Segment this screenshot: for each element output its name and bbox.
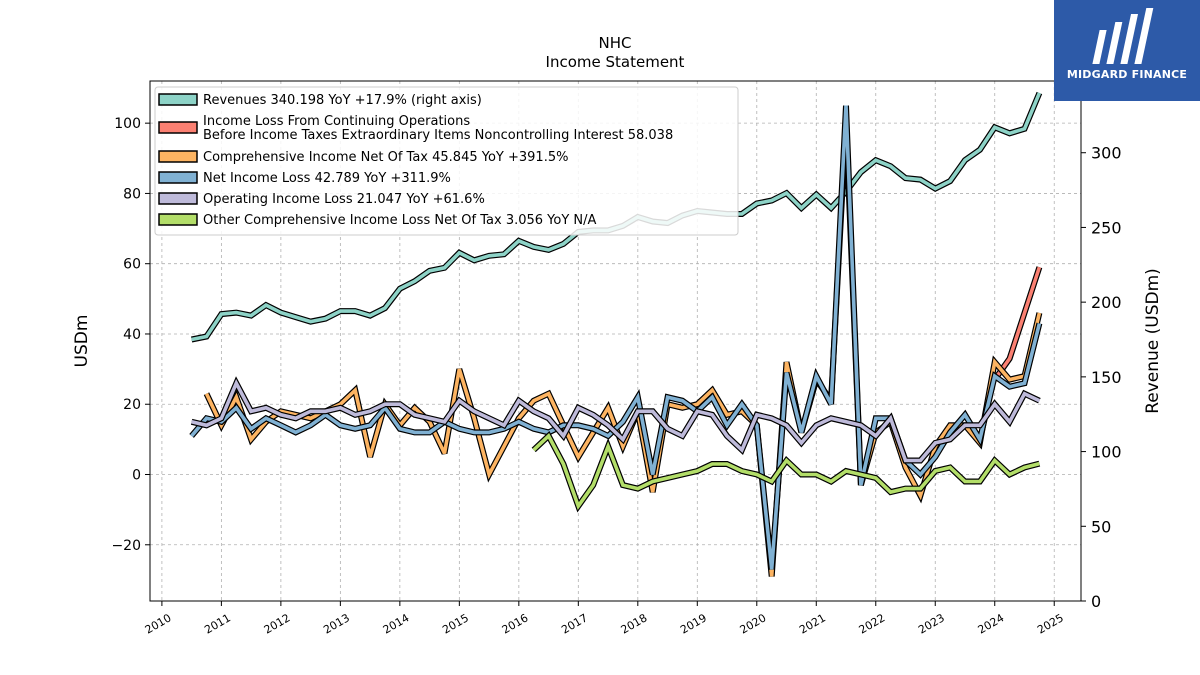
brand-logo-icon — [1092, 8, 1154, 64]
legend-label: Operating Income Loss 21.047 YoY +61.6% — [203, 192, 485, 207]
series-line-income-loss-from-continuing-operations-before-income-taxes-extraordinary-items-noncontrolling-interest — [993, 266, 1042, 381]
x-tick-label: 2022 — [857, 611, 888, 636]
y2-tick-label: 250 — [1091, 218, 1122, 237]
x-tick-label: 2016 — [500, 611, 531, 636]
y2-tick-label: 150 — [1091, 368, 1122, 387]
x-tick-label: 2010 — [143, 611, 174, 636]
legend-swatch — [158, 171, 198, 184]
y-tick-label: 100 — [114, 116, 141, 132]
y-tick-label: 80 — [123, 186, 141, 202]
legend-swatch — [158, 121, 198, 134]
legend: Revenues 340.198 YoY +17.9% (right axis)… — [154, 86, 739, 236]
y-tick-label: 60 — [123, 257, 141, 273]
x-tick-label: 2025 — [1035, 611, 1066, 636]
y2-tick-label: 100 — [1091, 443, 1122, 462]
brand-logo-text: MIDGARD FINANCE — [1066, 68, 1188, 81]
legend-swatch — [158, 192, 198, 205]
x-tick-label: 2019 — [678, 611, 709, 636]
y-tick-label: 20 — [123, 397, 141, 413]
x-tick-label: 2021 — [797, 611, 828, 636]
chart-subtitle: Income Statement — [546, 53, 685, 71]
brand-logo: MIDGARD FINANCE — [1054, 0, 1200, 101]
legend-box — [154, 86, 739, 236]
y2-tick-label: 200 — [1091, 293, 1122, 312]
legend-label: Comprehensive Income Net Of Tax 45.845 Y… — [203, 150, 568, 165]
legend-label: Revenues 340.198 YoY +17.9% (right axis) — [203, 93, 482, 108]
legend-swatch — [158, 150, 198, 163]
series-line-other-comprehensive-income-loss-net-of-tax — [532, 432, 1040, 510]
y-axis-label: USDm — [72, 315, 92, 368]
y2-axis-label: Revenue (USDm) — [1143, 268, 1163, 414]
x-tick-label: 2015 — [440, 611, 471, 636]
x-tick-label: 2023 — [916, 611, 947, 636]
x-tick-label: 2020 — [738, 611, 769, 636]
plot-frame — [149, 80, 1082, 602]
x-tick-label: 2011 — [202, 611, 233, 636]
series-line-operating-income-loss — [191, 379, 1041, 463]
legend-label: Before Income Taxes Extraordinary Items … — [203, 128, 673, 143]
legend-swatch — [158, 213, 198, 226]
y2-tick-label: 50 — [1091, 517, 1111, 536]
legend-label: Other Comprehensive Income Loss Net Of T… — [203, 213, 597, 228]
x-tick-label: 2014 — [381, 611, 412, 636]
y-tick-label: −20 — [111, 538, 141, 554]
y-tick-label: 0 — [132, 468, 141, 484]
x-tick-label: 2017 — [559, 611, 590, 636]
y2-tick-label: 0 — [1091, 592, 1101, 611]
legend-label: Income Loss From Continuing Operations — [203, 114, 470, 129]
x-tick-label: 2018 — [619, 611, 650, 636]
legend-swatch — [158, 93, 198, 106]
x-tick-label: 2012 — [262, 611, 293, 636]
y-tick-label: 40 — [123, 327, 141, 343]
x-tick-label: 2013 — [321, 611, 352, 636]
x-tick-label: 2024 — [976, 611, 1007, 636]
series-layer — [189, 91, 1043, 577]
y2-tick-label: 300 — [1091, 144, 1122, 163]
legend-label: Net Income Loss 42.789 YoY +311.9% — [203, 171, 451, 186]
chart-title: NHC — [599, 34, 632, 52]
